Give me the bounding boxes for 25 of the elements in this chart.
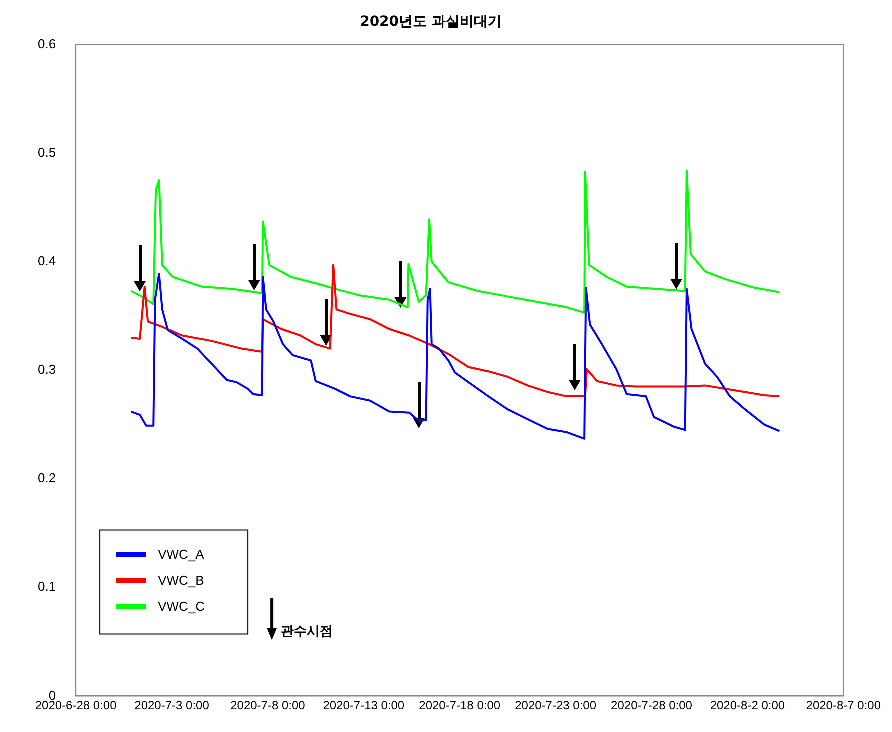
y-tick-label: 0.5: [38, 144, 56, 160]
legend-label: 관수시점: [281, 624, 334, 640]
point: [320, 336, 332, 346]
y-tick-label: 0.6: [38, 36, 56, 52]
legend-label: VWC_A: [158, 546, 205, 562]
x-tick-label: 2020-6-28 0:00: [35, 698, 118, 713]
x-tick-label: 2020-8-2 0:00: [710, 698, 786, 713]
point: [569, 380, 581, 390]
y-tick-label: 0.4: [38, 254, 56, 269]
x-tick-label: 2020-7-18 0:00: [419, 698, 501, 713]
x-tick-label: 2020-7-23 0:00: [515, 698, 597, 713]
x-tick-label: 2020-7-8 0:00: [230, 698, 306, 713]
chart-title: 2020년도 과실비대기: [360, 14, 502, 30]
y-tick-label: 0.1: [38, 579, 56, 594]
x-tick-label: 2020-8-7 0:00: [806, 698, 882, 713]
x-tick-label: 2020-7-13 0:00: [323, 698, 405, 713]
y-tick-label: 0.3: [38, 362, 56, 378]
point: [248, 280, 260, 290]
x-tick-label: 2020-7-3 0:00: [134, 698, 210, 713]
legend-label: VWC_B: [158, 572, 204, 588]
point: [134, 281, 146, 292]
legend-label: VWC_C: [158, 598, 206, 614]
y-tick-label: 0.2: [38, 470, 56, 486]
point: [670, 279, 682, 290]
x-tick-label: 2020-7-28 0:00: [611, 698, 693, 713]
